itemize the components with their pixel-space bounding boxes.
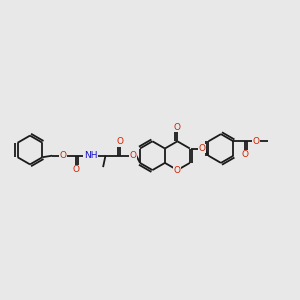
Text: O: O [116, 137, 123, 146]
Text: O: O [174, 123, 181, 132]
Text: O: O [130, 151, 137, 160]
Text: O: O [253, 137, 260, 146]
Text: O: O [241, 150, 248, 159]
Text: NH: NH [84, 151, 97, 160]
Text: O: O [198, 144, 206, 153]
Text: O: O [73, 165, 80, 174]
Text: O: O [59, 151, 66, 160]
Text: O: O [174, 166, 181, 175]
